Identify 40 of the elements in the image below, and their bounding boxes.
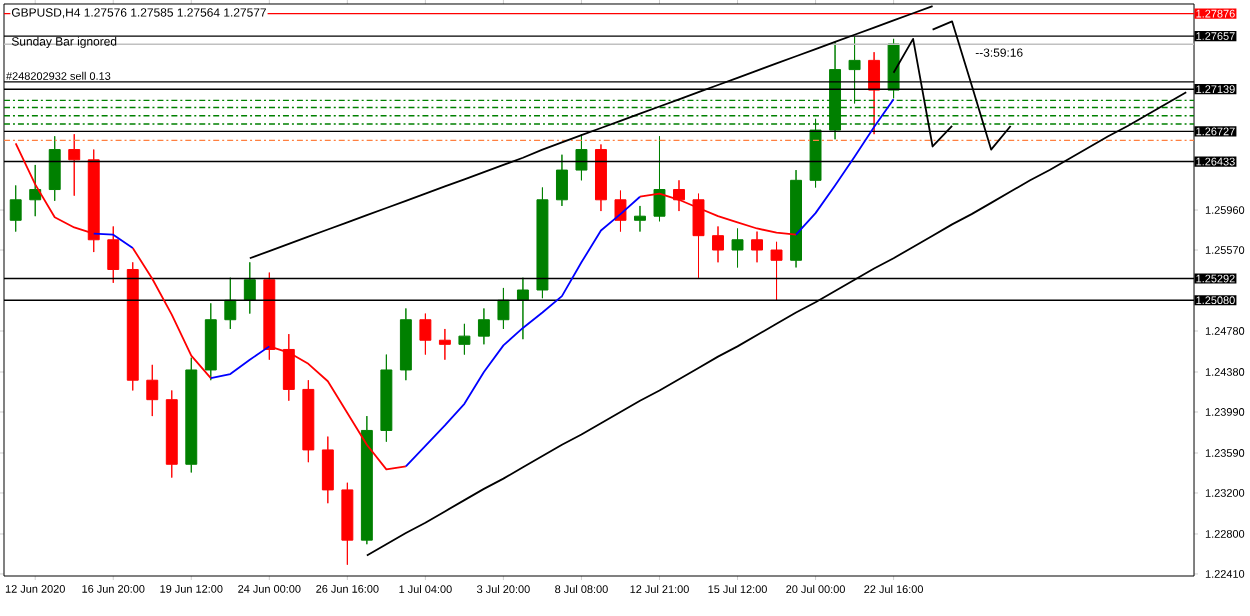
candlestick: [224, 277, 237, 330]
candlestick: [282, 333, 295, 402]
candlestick: [790, 169, 802, 268]
candlestick: [751, 231, 763, 263]
candlestick: [146, 364, 159, 417]
candlestick: [673, 179, 685, 212]
candlestick: [458, 323, 471, 356]
candlestick: [29, 164, 42, 217]
candlestick: [712, 225, 724, 263]
candlestick: [68, 133, 81, 197]
candlestick: [516, 277, 529, 340]
candlestick: [360, 415, 373, 545]
candlestick: [575, 133, 588, 181]
candlestick: [185, 357, 198, 473]
candlestick: [341, 482, 354, 566]
candlestick: [634, 205, 646, 233]
candlestick: [48, 135, 61, 202]
candlestick: [731, 227, 744, 268]
candlestick: [477, 307, 490, 345]
candlestick: [204, 302, 217, 381]
candlestick: [555, 154, 568, 207]
candlestick: [87, 149, 100, 253]
candlestick: [770, 241, 783, 301]
candlestick: [438, 328, 451, 361]
candlestick: [653, 135, 666, 222]
candlestick: [126, 261, 139, 391]
candlestick: [165, 389, 178, 479]
candlestick: [594, 143, 607, 212]
candlestick: [692, 193, 705, 279]
candlestick: [497, 287, 510, 330]
candlestick: [536, 186, 549, 299]
candlestick: [419, 313, 432, 356]
candlestick: [302, 379, 315, 463]
candlestick: [107, 225, 120, 284]
candlestick: [9, 184, 22, 233]
candlestick: [380, 354, 393, 443]
candlestick: [243, 261, 256, 315]
candlestick: [263, 272, 276, 361]
candlestick: [321, 436, 334, 504]
candlestick: [399, 307, 412, 381]
